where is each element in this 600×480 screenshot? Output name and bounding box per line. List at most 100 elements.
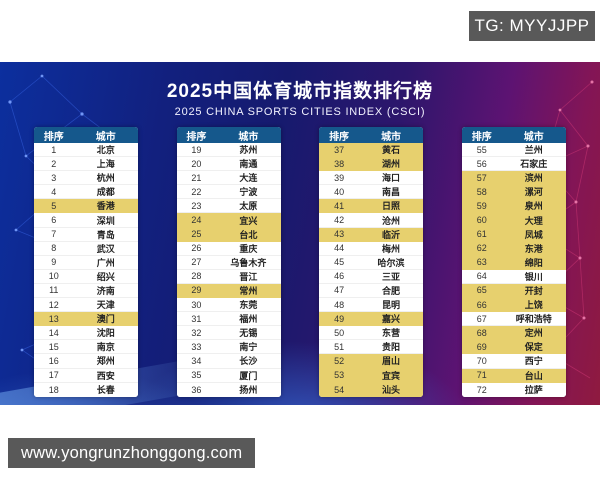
table-row: 54 汕头 (319, 382, 424, 397)
city-cell: 常州 (239, 285, 258, 296)
rank-header: 排序 (186, 131, 207, 143)
website-watermark-badge: www.yongrunzhonggong.com (8, 438, 255, 468)
table-row: 11 济南 (34, 283, 138, 299)
table-row: 70 西宁 (461, 354, 566, 369)
rank-cell: 13 (48, 313, 59, 324)
rank-cell: 42 (334, 215, 345, 226)
table-row: 49 嘉兴 (319, 312, 424, 327)
city-cell: 湖州 (382, 159, 401, 170)
city-cell: 太原 (239, 201, 258, 212)
table-row: 67 呼和浩特 (461, 312, 566, 327)
ranking-column-3: 排序 城市 37 黄石 38 湖州 39 海口 40 南昌 41 日照 42 沧州 43 临沂 44 梅州 45 哈尔… (319, 127, 424, 397)
table-row: 37 黄石 (319, 143, 424, 158)
rank-cell: 41 (334, 200, 345, 211)
rank-cell: 7 (51, 229, 57, 240)
rank-cell: 66 (476, 299, 487, 310)
city-cell: 黄石 (382, 145, 401, 156)
table-row: 43 临沂 (319, 227, 424, 242)
rank-cell: 50 (334, 327, 345, 338)
city-cell: 武汉 (96, 243, 115, 254)
table-row: 26 重庆 (176, 241, 281, 256)
table-row: 72 拉萨 (461, 382, 566, 397)
city-cell: 宁波 (239, 187, 258, 198)
city-cell: 乌鲁木齐 (230, 257, 267, 268)
rank-cell: 8 (51, 243, 57, 254)
table-row: 23 太原 (176, 199, 281, 214)
city-cell: 临沂 (382, 229, 401, 240)
column-header: 排序 城市 (461, 127, 566, 143)
city-cell: 大理 (524, 215, 543, 226)
rank-header: 排序 (471, 131, 492, 143)
table-row: 71 台山 (461, 368, 566, 383)
rank-cell: 64 (476, 271, 487, 282)
table-row: 15 南京 (34, 340, 138, 355)
rank-cell: 6 (51, 215, 57, 226)
table-row: 35 厦门 (176, 368, 281, 383)
table-row: 60 大理 (461, 213, 566, 228)
rank-cell: 68 (476, 327, 487, 338)
table-row: 2 上海 (34, 157, 138, 172)
tg-watermark-badge: TG: MYYJJPP (469, 11, 595, 41)
city-cell: 深圳 (96, 215, 115, 226)
city-cell: 西安 (96, 370, 115, 381)
rank-cell: 39 (334, 172, 345, 183)
rank-cell: 69 (476, 341, 487, 352)
city-cell: 汕头 (382, 385, 401, 396)
ranking-column-4: 排序 城市 55 兰州 56 石家庄 57 滨州 58 漯河 59 泉州 60 大理 61 凤城 62 东港 63 绵… (461, 127, 566, 397)
table-row: 13 澳门 (34, 312, 138, 327)
city-header: 城市 (95, 131, 116, 143)
rank-cell: 14 (48, 327, 59, 338)
rank-cell: 34 (191, 355, 202, 366)
rank-cell: 47 (334, 285, 345, 296)
rank-cell: 52 (334, 355, 345, 366)
table-row: 24 宜兴 (176, 213, 281, 228)
table-row: 64 银川 (461, 269, 566, 284)
city-cell: 郑州 (96, 356, 115, 367)
city-cell: 扬州 (239, 385, 258, 396)
rank-cell: 10 (48, 271, 59, 282)
tg-watermark-text: TG: MYYJJPP (474, 16, 590, 35)
table-row: 51 贵阳 (319, 340, 424, 355)
rank-cell: 33 (191, 341, 202, 352)
rank-cell: 19 (191, 144, 202, 155)
table-row: 33 南宁 (176, 340, 281, 355)
table-row: 41 日照 (319, 199, 424, 214)
rank-cell: 20 (191, 158, 202, 169)
rank-cell: 36 (191, 384, 202, 395)
rank-cell: 72 (476, 384, 487, 395)
rank-cell: 61 (476, 229, 487, 240)
table-row: 8 武汉 (34, 241, 138, 256)
rank-cell: 45 (334, 257, 345, 268)
city-cell: 台北 (239, 229, 258, 240)
table-row: 16 郑州 (34, 354, 138, 369)
city-cell: 重庆 (239, 243, 258, 254)
city-cell: 长春 (96, 385, 115, 396)
city-cell: 银川 (524, 271, 543, 282)
rank-header: 排序 (43, 131, 64, 143)
website-watermark-text: www.yongrunzhonggong.com (21, 443, 243, 462)
rank-cell: 2 (51, 158, 57, 169)
table-row: 57 滨州 (461, 171, 566, 186)
city-cell: 嘉兴 (382, 314, 401, 325)
rank-cell: 22 (191, 186, 202, 197)
city-cell: 海口 (382, 173, 401, 184)
city-cell: 梅州 (382, 243, 401, 254)
table-row: 4 成都 (34, 185, 138, 200)
city-cell: 开封 (524, 285, 543, 296)
rank-cell: 11 (49, 285, 59, 296)
city-cell: 成都 (96, 187, 115, 198)
rank-cell: 23 (191, 200, 202, 211)
page-subtitle: 2025 CHINA SPORTS CITIES INDEX (CSCI) (174, 106, 426, 118)
rank-cell: 3 (51, 172, 57, 183)
city-cell: 日照 (382, 201, 401, 212)
rank-cell: 59 (476, 200, 487, 211)
ranking-columns: 排序 城市 1 北京 2 上海 3 杭州 4 成都 5 香港 6 深圳 7 青岛 8 武汉 9 广州 10 绍兴 11 济南 1… (0, 127, 600, 397)
table-row: 68 定州 (461, 326, 566, 341)
city-cell: 绍兴 (96, 271, 115, 282)
rank-cell: 48 (334, 299, 345, 310)
table-row: 53 宜宾 (319, 368, 424, 383)
rank-cell: 56 (476, 158, 487, 169)
table-row: 44 梅州 (319, 241, 424, 256)
table-row: 3 杭州 (34, 171, 138, 186)
city-cell: 保定 (524, 342, 543, 353)
